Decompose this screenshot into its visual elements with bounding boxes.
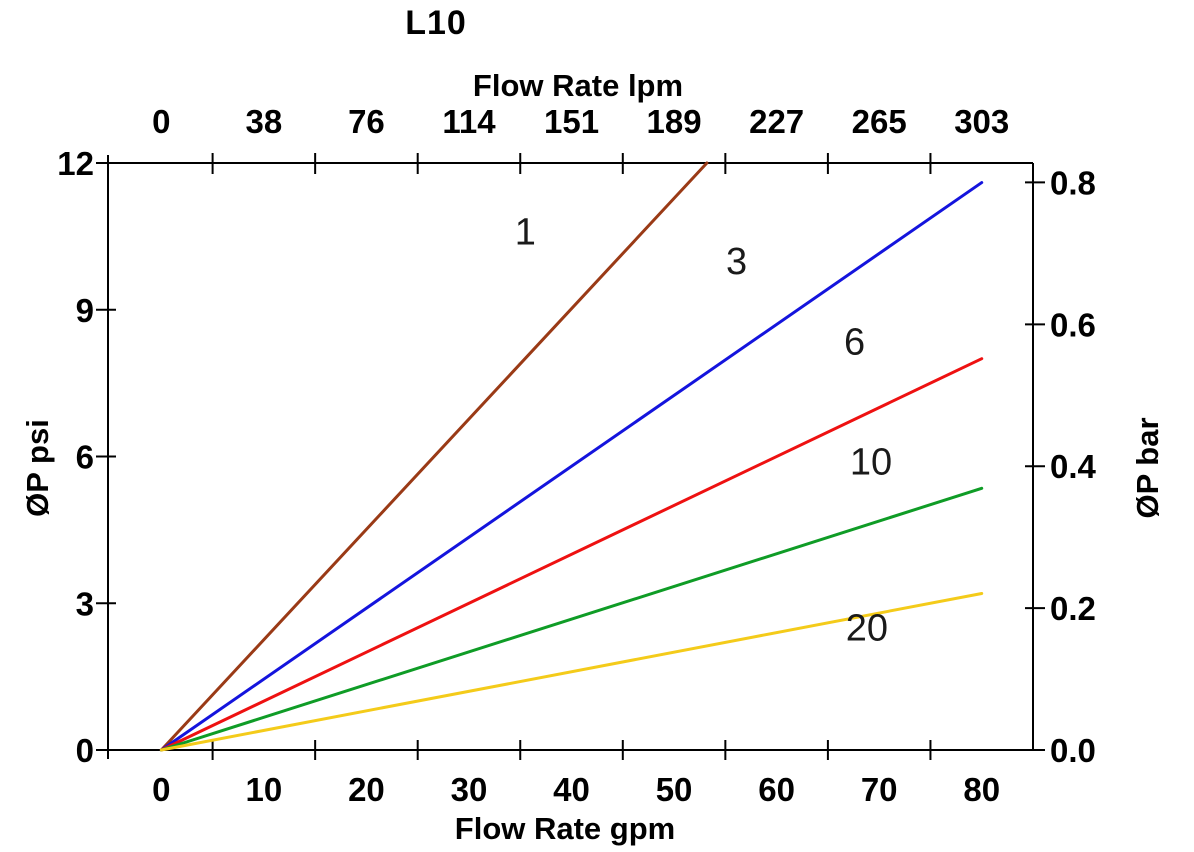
bottom-axis-tick-label: 0 [152,771,170,808]
top-axis-tick-label: 151 [544,103,599,140]
series-line-6 [159,357,984,752]
top-axis-tick-label: 76 [348,103,385,140]
right-axis-tick-label: 0.4 [1050,448,1097,485]
top-axis-tick-label: 0 [152,103,170,140]
bottom-axis-tick-label: 80 [963,771,1000,808]
chart-title: L10 [405,4,467,42]
top-axis-tick-label: 303 [954,103,1009,140]
series-label-6: 6 [844,322,865,364]
left-axis-tick-label: 6 [76,439,94,476]
bottom-axis-tick-label: 50 [656,771,693,808]
series-line-20 [159,591,984,752]
series-line-1 [159,161,709,752]
top-axis-tick-label: 114 [442,103,496,140]
bottom-axis-tick-label: 60 [758,771,795,808]
bottom-axis-tick-label: 10 [246,771,283,808]
right-axis-tick-label: 0.0 [1050,732,1096,769]
series-line-10 [159,486,984,752]
series-label-10: 10 [850,441,892,483]
right-axis-tick-label: 0.8 [1050,164,1096,201]
right-axis-tick-label: 0.2 [1050,590,1096,627]
series-label-1: 1 [515,211,536,253]
left-axis-tick-label: 3 [76,585,94,622]
bottom-x-axis-title: Flow Rate gpm [454,811,676,846]
series-line-3 [159,181,984,752]
right-axis-tick-label: 0.6 [1050,306,1096,343]
bottom-axis-tick-label: 30 [451,771,488,808]
left-axis-tick-label: 9 [76,292,94,329]
top-axis-tick-label: 227 [749,103,804,140]
series-label-20: 20 [846,608,888,650]
bottom-axis-tick-label: 20 [348,771,385,808]
series-label-3: 3 [726,241,747,283]
top-axis-tick-label: 38 [246,103,283,140]
top-x-axis-title: Flow Rate lpm [472,68,684,103]
left-axis-tick-label: 12 [57,145,94,182]
bottom-axis-tick-label: 40 [553,771,590,808]
bottom-axis-tick-label: 70 [861,771,898,808]
left-axis-tick-label: 0 [76,732,94,769]
top-axis-tick-label: 265 [852,103,907,140]
top-axis-tick-label: 189 [647,103,702,140]
